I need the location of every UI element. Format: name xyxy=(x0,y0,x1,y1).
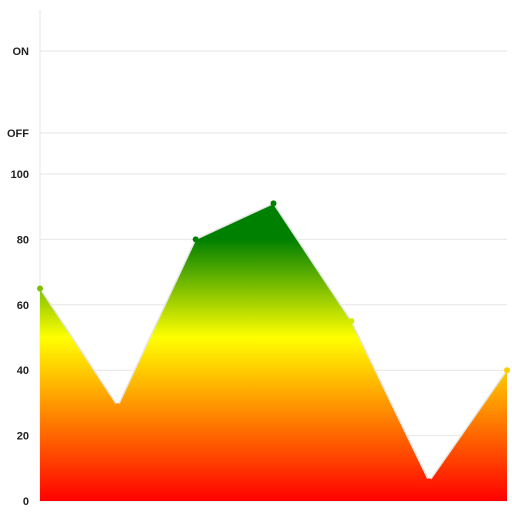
data-point-3[interactable] xyxy=(192,236,199,243)
y-tick-label-80: 80 xyxy=(17,234,29,246)
data-point-5[interactable] xyxy=(348,318,355,325)
data-point-7[interactable] xyxy=(504,367,510,374)
status-axis: ON OFF xyxy=(7,46,29,140)
y-tick-label-20: 20 xyxy=(17,431,29,443)
area-fill xyxy=(40,203,507,501)
y-tick-label-60: 60 xyxy=(17,300,29,312)
data-point-6[interactable] xyxy=(426,478,433,485)
data-point-2[interactable] xyxy=(114,403,121,410)
data-point-4[interactable] xyxy=(270,200,277,207)
data-point-1[interactable] xyxy=(37,285,43,292)
series-area xyxy=(37,200,510,501)
y-tick-label-40: 40 xyxy=(17,365,29,377)
status-label-off: OFF xyxy=(7,128,29,140)
y-tick-label-0: 0 xyxy=(23,496,29,508)
y-tick-label-100: 100 xyxy=(11,169,29,181)
y-axis: 0 20 40 60 80 100 xyxy=(11,169,29,508)
status-label-on: ON xyxy=(13,46,30,58)
